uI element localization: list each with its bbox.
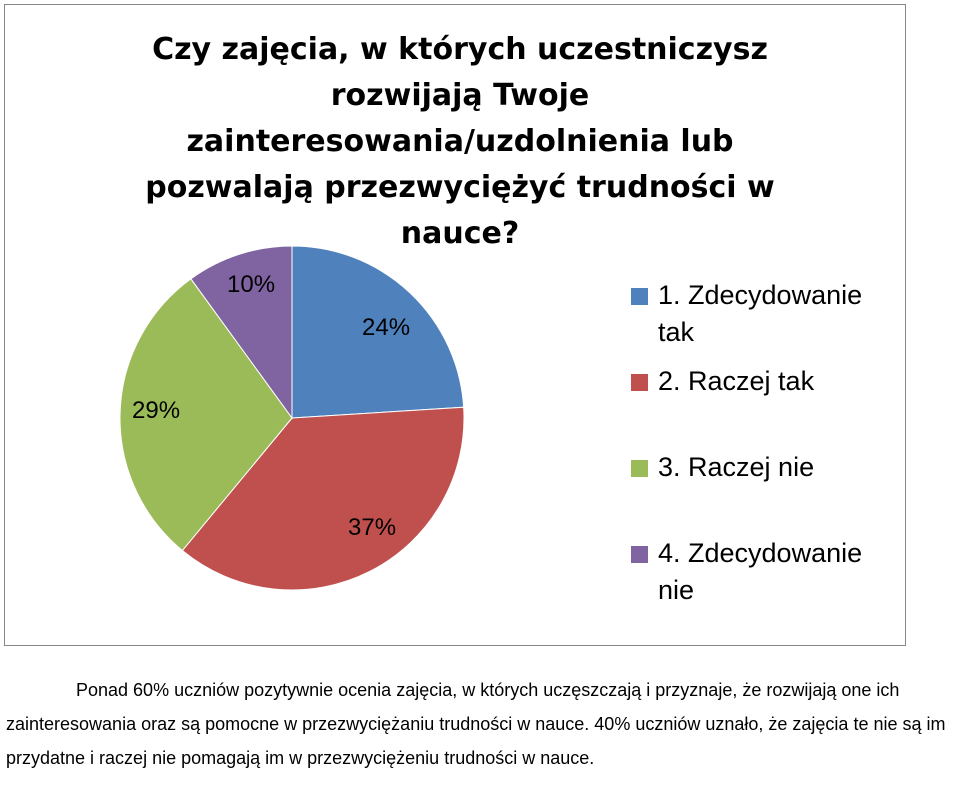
pie-chart: 24% 37% 29% 10%: [119, 245, 465, 591]
slice-label-4: 10%: [227, 271, 275, 298]
legend-swatch-3: [631, 460, 648, 477]
pie-slice-1: [291, 245, 465, 419]
legend-label-3: 3. Raczej nie: [658, 452, 815, 482]
legend-label-1: 1. Zdecydowanie tak: [658, 280, 863, 347]
legend-swatch-1: [631, 288, 648, 305]
slice-label-2: 37%: [348, 514, 396, 541]
pie-slice-4: [190, 245, 293, 420]
legend-label-4: 4. Zdecydowanie nie: [658, 538, 863, 605]
legend-swatch-2: [631, 374, 648, 391]
pie-slice-2: [181, 406, 465, 591]
legend-swatch-4: [631, 546, 648, 563]
pie-slice-3: [119, 278, 293, 552]
slice-label-1: 24%: [362, 314, 410, 341]
description-text: Ponad 60% uczniów pozytywnie ocenia zaję…: [6, 680, 946, 768]
slice-label-3: 29%: [132, 397, 180, 424]
chart-title: Czy zajęcia, w których uczestniczysz roz…: [145, 32, 775, 251]
chart-frame: Czy zajęcia, w których uczestniczysz roz…: [4, 4, 906, 646]
legend-label-2: 2. Raczej tak: [658, 366, 815, 396]
